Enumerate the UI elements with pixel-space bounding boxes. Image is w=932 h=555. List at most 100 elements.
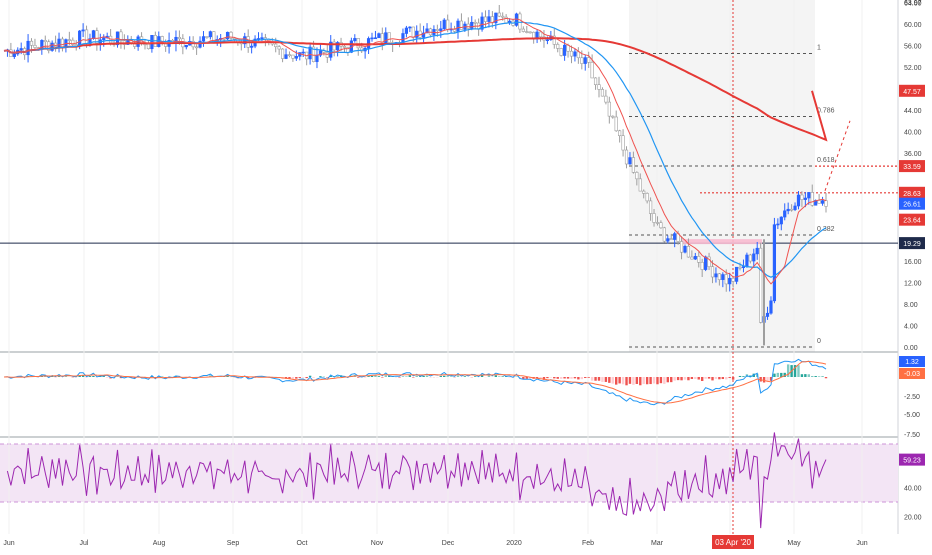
price-tick-label: 4.00 — [904, 323, 918, 330]
macd-histogram-bar — [677, 377, 679, 380]
candle-body — [371, 38, 374, 39]
candle-body — [436, 29, 439, 30]
macd-histogram-bar — [618, 377, 620, 383]
candle-body — [34, 45, 37, 47]
candle-body — [484, 17, 487, 22]
candle-body — [250, 46, 253, 47]
macd-histogram-bar — [364, 377, 366, 378]
candle-body — [797, 195, 800, 206]
candle-body — [281, 49, 284, 59]
macd-histogram-bar — [378, 376, 380, 377]
macd-histogram-bar — [560, 377, 562, 379]
candle-body — [739, 267, 742, 268]
macd-histogram-bar — [622, 377, 624, 384]
candle-body — [378, 34, 381, 38]
macd-histogram-bar — [656, 377, 658, 384]
candle-body — [611, 116, 614, 117]
candle-body — [605, 96, 608, 102]
macd-histogram-bar — [660, 377, 662, 383]
macd-histogram-bar — [92, 376, 94, 377]
price-tick-label: 52.00 — [904, 65, 922, 72]
macd-histogram-bar — [409, 375, 411, 377]
candle-body — [147, 44, 150, 49]
month-label: Aug — [153, 540, 166, 547]
macd-histogram-bar — [804, 374, 806, 377]
macd-histogram-bar — [502, 376, 504, 377]
candle-body — [519, 14, 522, 29]
candle-body — [715, 274, 718, 277]
candle-body — [601, 89, 604, 96]
candle-body — [498, 13, 501, 16]
crosshair-date-text: 03 Apr '20 — [715, 538, 751, 547]
candle-body — [694, 256, 697, 259]
candle-body — [278, 47, 281, 49]
candle-body — [663, 228, 666, 241]
macd-signal-line — [4, 361, 826, 403]
price-badge-text: 26.61 — [903, 202, 921, 209]
macd-histogram-bar — [715, 377, 717, 379]
candle-body — [615, 117, 618, 131]
candle-body — [374, 38, 377, 39]
candle-body — [102, 38, 105, 40]
candle-body — [625, 150, 628, 164]
macd-histogram-bar — [295, 377, 297, 379]
macd-histogram-bar — [722, 377, 724, 379]
price-tick-label: 44.00 — [904, 108, 922, 115]
candle-body — [457, 21, 460, 31]
price-tick-label: 40.00 — [904, 130, 922, 137]
macd-histogram-bar — [821, 376, 823, 377]
candle-body — [261, 38, 264, 39]
macd-histogram-bar — [680, 377, 682, 380]
macd-histogram-bar — [811, 376, 813, 377]
macd-histogram-bar — [698, 377, 700, 380]
candle-body — [790, 209, 793, 210]
candle-body — [598, 85, 601, 90]
macd-histogram-bar — [797, 365, 799, 377]
macd-histogram-bar — [305, 377, 307, 378]
candle-body — [746, 255, 749, 267]
macd-histogram-bar — [495, 375, 497, 377]
candle-body — [732, 278, 735, 281]
candle-body — [752, 254, 755, 261]
axis-layer: 0.004.008.0012.0016.0036.0040.0044.0048.… — [904, 0, 922, 352]
macd-histogram-bar — [691, 377, 693, 379]
month-label: Jun — [856, 540, 867, 547]
candle-body — [777, 224, 780, 225]
price-tick-label: 0.00 — [904, 345, 918, 352]
candle-body — [574, 52, 577, 56]
macd-badge-text: -0.03 — [904, 371, 920, 378]
candle-body — [821, 201, 824, 204]
candle-body — [209, 32, 212, 37]
candle-body — [608, 102, 611, 116]
macd-histogram-bar — [594, 377, 596, 381]
candle-body — [639, 179, 642, 191]
candle-body — [539, 32, 542, 37]
candle-body — [92, 31, 95, 39]
macd-histogram-bar — [550, 377, 552, 378]
macd-histogram-bar — [742, 376, 744, 377]
fib-level-label: 0.786 — [817, 107, 835, 114]
candle-body — [343, 46, 346, 47]
candle-body — [388, 33, 391, 43]
candle-body — [653, 213, 656, 222]
candle-body — [13, 54, 16, 57]
candle-body — [439, 29, 442, 31]
candle-body — [178, 37, 181, 38]
candle-body — [460, 21, 463, 29]
rsi-badge-text: 59.23 — [903, 458, 921, 465]
macd-histogram-bar — [464, 376, 466, 377]
candle-body — [560, 48, 563, 55]
candle-body — [680, 242, 683, 253]
candle-body — [285, 55, 288, 59]
macd-histogram-bar — [426, 375, 428, 377]
macd-histogram-bar — [591, 377, 593, 381]
macd-histogram-bar — [367, 376, 369, 377]
candle-body — [581, 58, 584, 64]
month-label: Sep — [227, 540, 240, 547]
candle-body — [446, 20, 449, 30]
candle-body — [529, 32, 532, 33]
macd-histogram-bar — [687, 377, 689, 380]
macd-histogram-bar — [498, 376, 500, 377]
